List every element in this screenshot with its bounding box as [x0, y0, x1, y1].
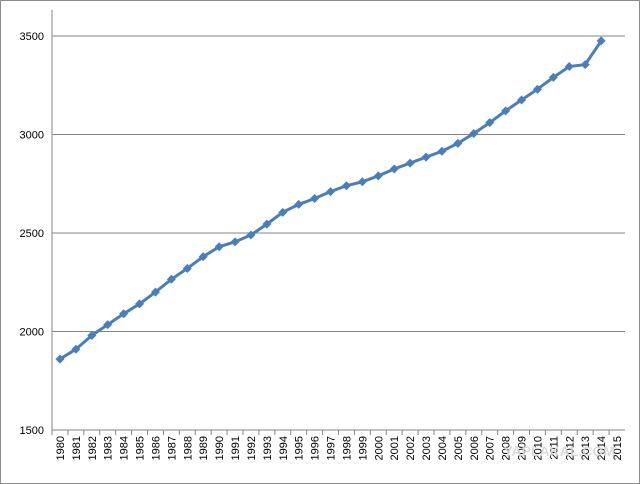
x-tick-label: 2008: [501, 436, 513, 460]
x-tick-label: 1992: [246, 436, 258, 460]
x-tick-label: 2012: [564, 436, 576, 460]
x-tick-label: 1999: [357, 436, 369, 460]
x-tick-label: 1986: [150, 436, 162, 460]
marker: [596, 36, 606, 46]
marker: [87, 330, 97, 340]
marker: [230, 237, 240, 247]
x-tick-label: 1981: [71, 436, 83, 460]
marker: [182, 263, 192, 273]
marker: [580, 60, 590, 70]
marker: [453, 138, 463, 148]
x-tick-label: 1982: [87, 436, 99, 460]
x-tick-label: 1998: [341, 436, 353, 460]
x-tick-label: 2015: [612, 436, 624, 460]
x-tick-label: 2009: [517, 436, 529, 460]
marker: [548, 72, 558, 82]
marker: [469, 129, 479, 139]
x-tick-label: 1987: [166, 436, 178, 460]
y-tick-label: 1500: [20, 425, 44, 437]
x-tick-label: 1980: [55, 436, 67, 460]
marker: [485, 118, 495, 128]
x-tick-label: 2006: [469, 436, 481, 460]
y-tick-label: 3500: [20, 31, 44, 43]
x-tick-label: 1988: [182, 436, 194, 460]
marker: [341, 181, 351, 191]
marker: [389, 164, 399, 174]
x-tick-label: 2011: [548, 436, 560, 460]
x-tick-label: 2001: [389, 436, 401, 460]
marker: [214, 242, 224, 252]
marker: [278, 207, 288, 217]
x-tick-label: 2005: [453, 436, 465, 460]
y-tick-label: 3000: [20, 130, 44, 142]
marker: [405, 158, 415, 168]
x-tick-label: 1994: [278, 436, 290, 460]
marker: [437, 146, 447, 156]
marker: [262, 219, 272, 229]
marker: [198, 252, 208, 262]
x-tick-label: 1989: [198, 436, 210, 460]
x-tick-label: 2007: [485, 436, 497, 460]
marker: [103, 320, 113, 330]
x-tick-label: 2002: [405, 436, 417, 460]
x-tick-label: 1990: [214, 436, 226, 460]
x-tick-label: 2003: [421, 436, 433, 460]
marker: [135, 299, 145, 309]
marker: [119, 309, 129, 319]
marker: [373, 171, 383, 181]
x-tick-label: 2000: [373, 436, 385, 460]
marker: [421, 152, 431, 162]
marker: [71, 344, 81, 354]
marker: [166, 274, 176, 284]
x-tick-label: 2013: [580, 436, 592, 460]
x-tick-label: 1997: [326, 436, 338, 460]
watermark: YAPLAKAL.COM: [504, 443, 616, 459]
y-tick-label: 2500: [20, 228, 44, 240]
x-tick-label: 1996: [310, 436, 322, 460]
x-tick-label: 1991: [230, 436, 242, 460]
marker: [326, 187, 336, 197]
marker: [532, 84, 542, 94]
marker: [357, 177, 367, 187]
x-tick-label: 1995: [294, 436, 306, 460]
y-tick-label: 2000: [20, 327, 44, 339]
marker: [564, 62, 574, 72]
x-tick-label: 1984: [119, 436, 131, 460]
x-tick-label: 2014: [596, 436, 608, 460]
x-tick-label: 2010: [532, 436, 544, 460]
marker: [310, 194, 320, 204]
marker: [55, 354, 65, 364]
marker: [246, 230, 256, 240]
marker: [501, 106, 511, 116]
x-tick-label: 1993: [262, 436, 274, 460]
marker: [517, 95, 527, 105]
x-tick-label: 2004: [437, 436, 449, 460]
marker: [294, 199, 304, 209]
x-tick-label: 1983: [103, 436, 115, 460]
x-tick-label: 1985: [135, 436, 147, 460]
marker: [150, 287, 160, 297]
